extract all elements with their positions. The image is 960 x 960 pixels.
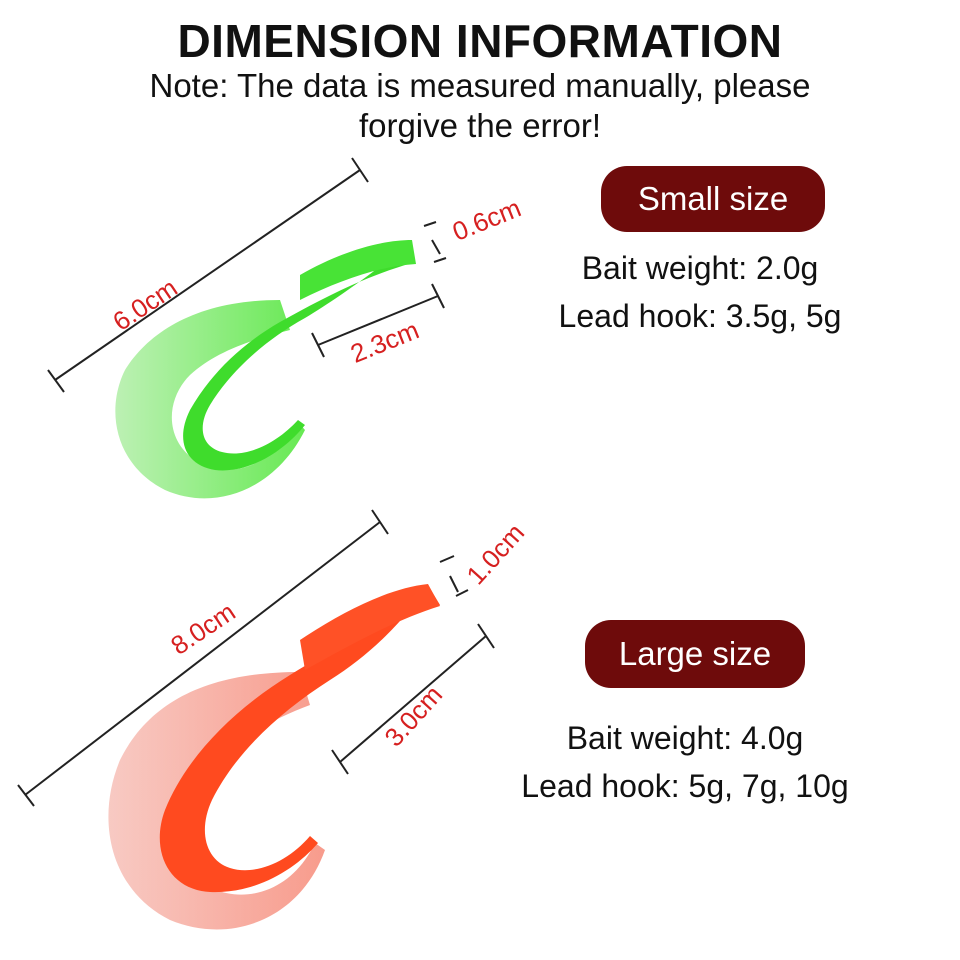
measurement-note: Note: The data is measured manually, ple… xyxy=(149,67,811,144)
small-lure-tail xyxy=(115,300,305,499)
page-title: DIMENSION INFORMATION xyxy=(177,15,783,67)
large-body-label: 3.0cm xyxy=(378,680,448,753)
small-lead-hook: Lead hook: 3.5g, 5g xyxy=(558,298,842,334)
large-length-label: 8.0cm xyxy=(165,596,240,660)
large-lead-hook: Lead hook: 5g, 7g, 10g xyxy=(521,768,849,804)
small-size-badge: Small size xyxy=(601,166,825,232)
large-lure: 8.0cm 1.0cm 3.0cm xyxy=(17,509,530,930)
small-lure: 6.0cm 0.6cm 2.3cm xyxy=(47,157,525,499)
small-bait-weight: Bait weight: 2.0g xyxy=(581,250,819,286)
large-lure-body xyxy=(159,585,441,893)
large-size-badge: Large size xyxy=(585,620,805,688)
small-body-label: 2.3cm xyxy=(346,314,423,368)
large-thickness-label: 1.0cm xyxy=(460,518,530,591)
large-lure-tail xyxy=(108,672,325,930)
large-bait-weight: Bait weight: 4.0g xyxy=(566,720,804,756)
small-thickness-label: 0.6cm xyxy=(448,192,525,246)
